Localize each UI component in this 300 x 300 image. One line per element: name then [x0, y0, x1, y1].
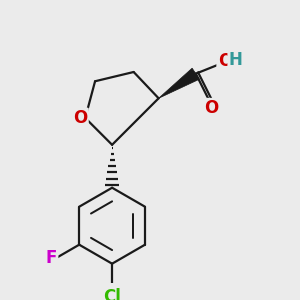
- Text: H: H: [229, 51, 243, 69]
- Text: O: O: [218, 52, 232, 70]
- Text: O: O: [204, 99, 219, 117]
- Text: O: O: [73, 109, 87, 127]
- Text: Cl: Cl: [103, 288, 121, 300]
- Polygon shape: [159, 68, 200, 98]
- Text: F: F: [46, 249, 57, 267]
